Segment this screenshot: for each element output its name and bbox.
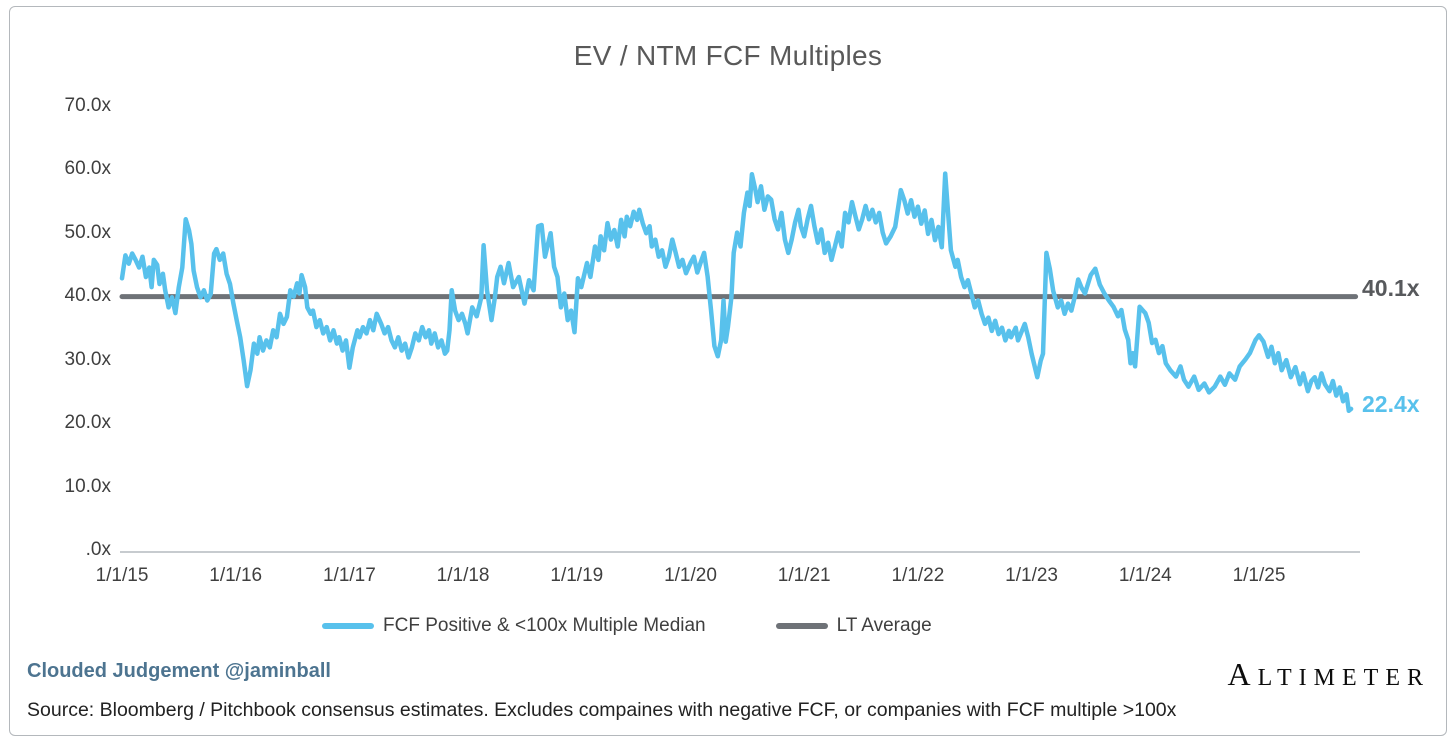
median-line-swatch-icon [322, 623, 374, 629]
lt-average-value-label: 40.1x [1362, 275, 1420, 301]
x-axis-line [120, 551, 1360, 553]
legend-label-lt-average: LT Average [836, 615, 932, 636]
y-tick-label: 10.0x [64, 475, 111, 497]
y-tick-label: 70.0x [64, 94, 111, 116]
y-tick-label: 40.0x [64, 285, 111, 307]
x-tick-label: 1/1/16 [209, 565, 263, 586]
x-tick-label: 1/1/21 [777, 565, 831, 586]
x-tick-label: 1/1/17 [322, 565, 376, 586]
latest-value-label: 22.4x [1362, 391, 1420, 417]
lt-average-line-swatch-icon [775, 623, 828, 629]
y-tick-label: 60.0x [64, 158, 111, 180]
legend-item-median: FCF Positive & <100x Multiple Median [322, 615, 706, 637]
series-line-fcf-positive-100x-multiple-median [119, 171, 1354, 414]
x-tick-label: 1/1/20 [664, 565, 717, 586]
source-text: Source: Bloomberg / Pitchbook consensus … [27, 699, 1177, 721]
x-tick-label: 1/1/25 [1232, 565, 1286, 586]
y-tick-label: 20.0x [64, 412, 111, 434]
y-tick-label: 30.0x [64, 348, 111, 370]
x-tick-label: 1/1/18 [436, 565, 490, 586]
x-tick-label: 1/1/22 [891, 565, 945, 586]
y-tick-label: .0x [85, 539, 111, 560]
x-tick-label: 1/1/24 [1118, 565, 1172, 586]
x-tick-label: 1/1/23 [1005, 565, 1058, 586]
x-tick-label: 1/1/15 [95, 565, 149, 586]
legend-label-median: FCF Positive & <100x Multiple Median [383, 615, 706, 636]
x-tick-label: 1/1/19 [550, 565, 604, 586]
altimeter-logo: Altimeter [1227, 656, 1430, 692]
credit-text: Clouded Judgement @jaminball [27, 660, 331, 682]
legend: FCF Positive & <100x Multiple Median LT … [322, 615, 932, 637]
chart-title: EV / NTM FCF Multiples [573, 40, 883, 71]
legend-item-lt-average: LT Average [775, 615, 932, 637]
y-tick-label: 50.0x [64, 221, 111, 243]
